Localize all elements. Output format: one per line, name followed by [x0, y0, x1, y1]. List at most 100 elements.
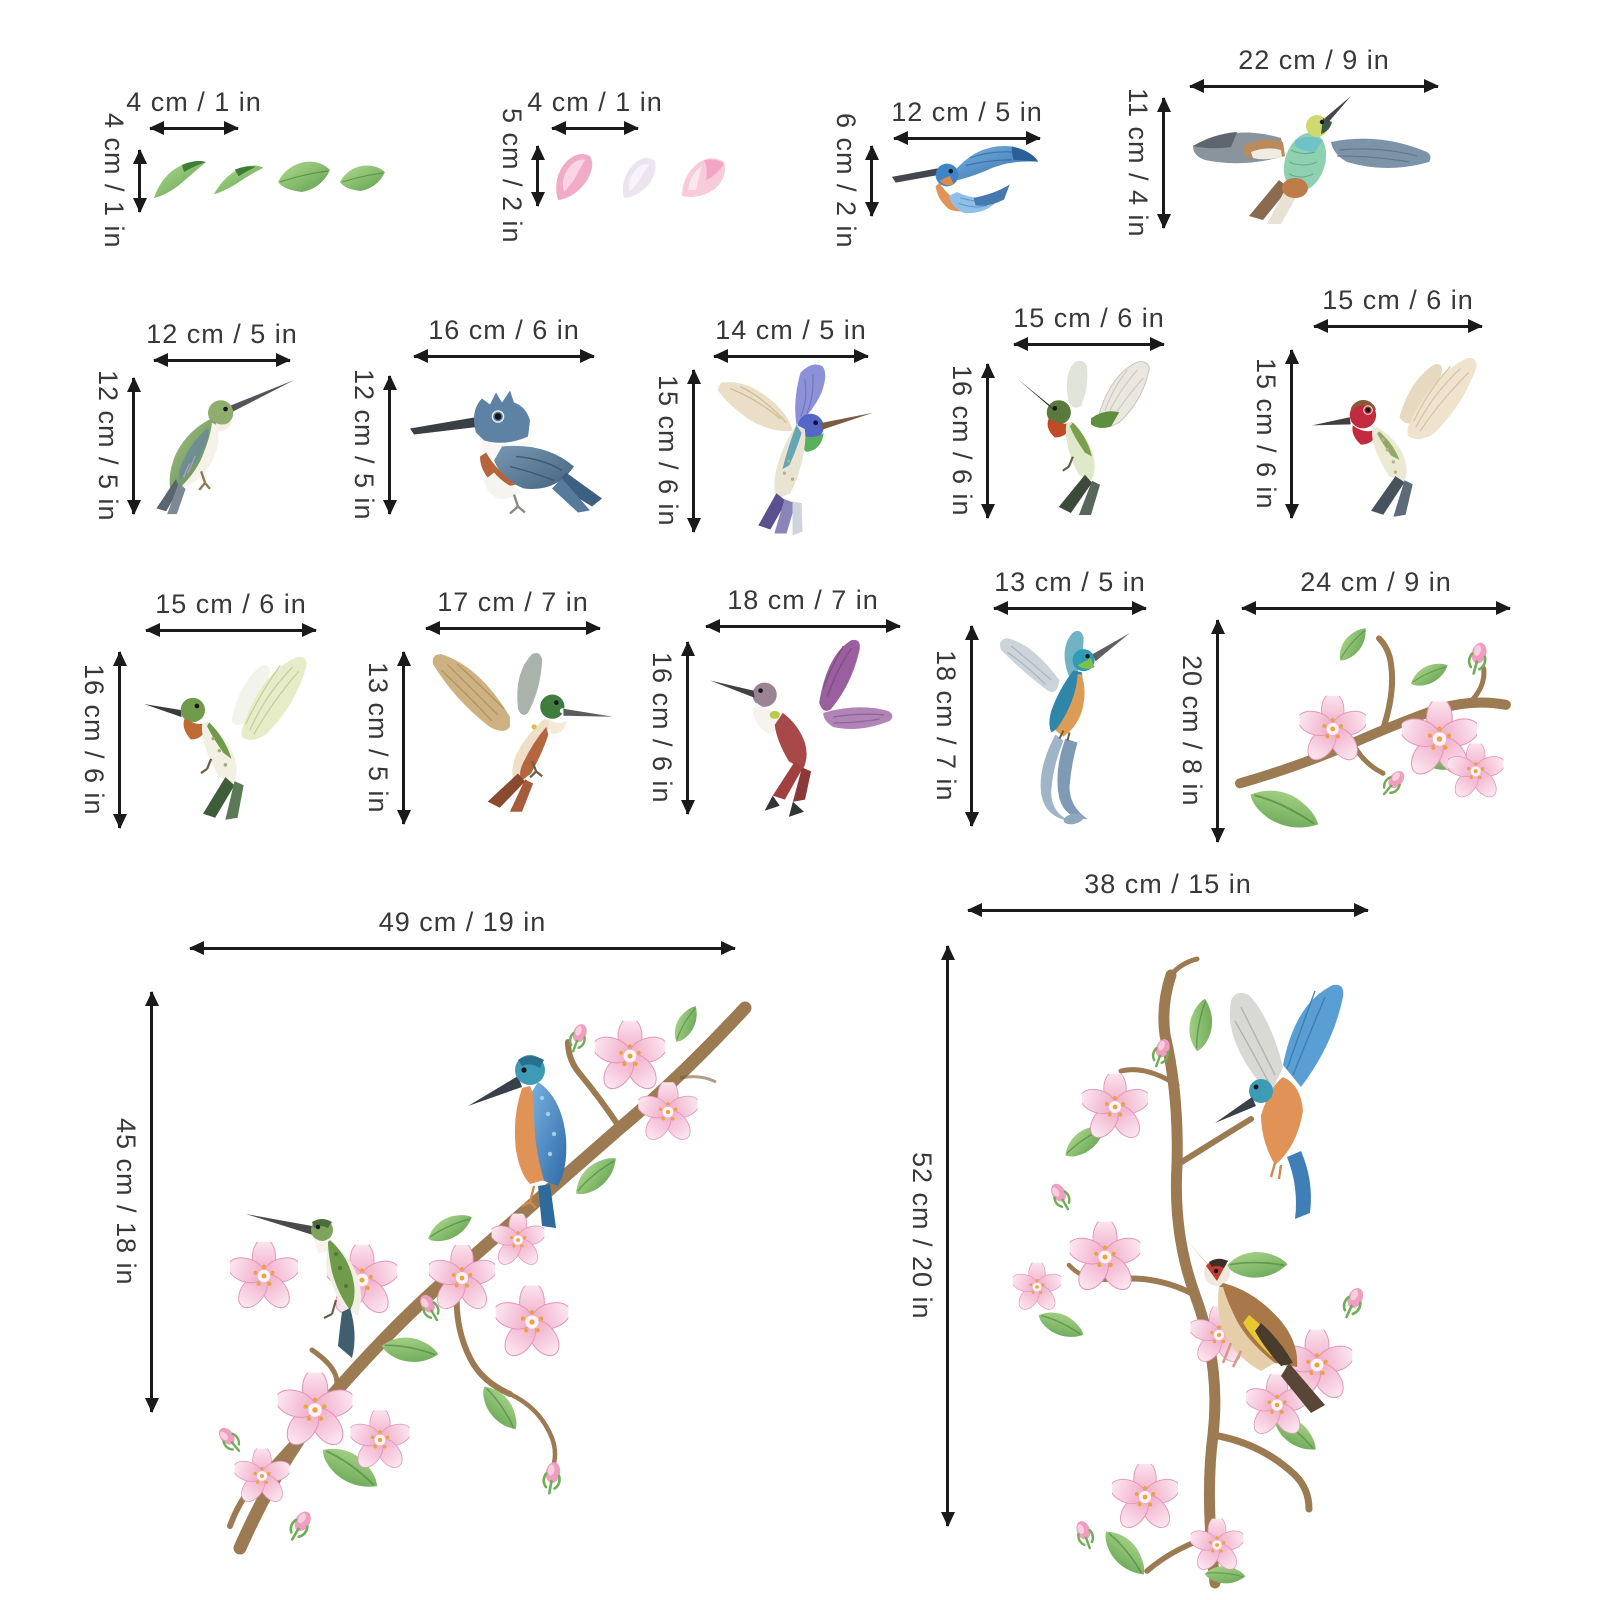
rufous-hummingbird-width-label: 17 cm / 7 in [437, 587, 589, 617]
petals-height-dimension: 5 cm / 2 in [496, 108, 539, 244]
width-arrow [706, 624, 900, 628]
ruby-hummingbird-width-label: 15 cm / 6 in [1013, 303, 1165, 333]
rufous-hummingbird-height-dimension: 13 cm / 5 in [362, 652, 405, 824]
blue-hummingbird-height-dimension: 15 cm / 6 in [652, 370, 695, 532]
height-arrow [970, 626, 973, 826]
height-arrow [150, 992, 153, 1412]
spread-hummingbird-width-label: 22 cm / 9 in [1238, 45, 1390, 75]
purple-hummingbird-width-dimension: 18 cm / 7 in [706, 585, 900, 628]
width-arrow [894, 136, 1040, 140]
belted-kingfisher-height-label: 12 cm / 5 in [349, 369, 379, 521]
width-arrow [1242, 606, 1510, 610]
perched-hummingbird [246, 1214, 398, 1358]
perched-kingfisher [468, 1055, 567, 1228]
perched-hummingbird-width-dimension: 12 cm / 5 in [146, 319, 297, 362]
purple-hummingbird-illustration [710, 639, 893, 817]
branch-left-height-dimension: 45 cm / 18 in [110, 992, 153, 1412]
leaves-height-dimension: 4 cm / 1 in [98, 113, 141, 249]
leaves-width-dimension: 4 cm / 1 in [126, 87, 261, 130]
branch-right-width-dimension: 38 cm / 15 in [968, 869, 1368, 912]
green-orange-hummingbird-illustration [144, 656, 307, 820]
belted-kingfisher-width-label: 16 cm / 6 in [428, 315, 580, 345]
ruby-throated-hummingbird-illustration [1016, 360, 1150, 515]
width-arrow [154, 358, 290, 362]
annas-hummingbird-width-label: 15 cm / 6 in [1322, 285, 1474, 315]
perched-hummingbird-height-dimension: 12 cm / 5 in [92, 370, 135, 522]
height-arrow [1216, 620, 1219, 842]
height-arrow [1162, 98, 1165, 228]
blossom-branch-width-label: 24 cm / 9 in [1300, 567, 1452, 597]
kingfisher-width-label: 12 cm / 5 in [891, 97, 1043, 127]
width-arrow [414, 354, 594, 358]
spread-hummingbird-width-dimension: 22 cm / 9 in [1190, 45, 1438, 88]
width-arrow [1014, 342, 1164, 346]
width-arrow [968, 908, 1368, 912]
height-arrow [402, 652, 405, 824]
hummingbird-wings-spread-illustration [1193, 96, 1431, 224]
longtail-hummingbird-width-label: 13 cm / 5 in [994, 567, 1146, 597]
width-arrow [150, 126, 238, 130]
blossom-branch-width-dimension: 24 cm / 9 in [1242, 567, 1510, 610]
belted-kingfisher-illustration [410, 390, 602, 515]
width-arrow [714, 354, 868, 358]
branch-left-height-label: 45 cm / 18 in [111, 1118, 141, 1286]
green-hummingbird-width-label: 15 cm / 6 in [155, 589, 307, 619]
width-arrow [552, 126, 638, 130]
blue-hummingbird-height-label: 15 cm / 6 in [653, 375, 683, 527]
perched-hummingbird-width-label: 12 cm / 5 in [146, 319, 298, 349]
flying-kingfisher [1215, 984, 1344, 1219]
belted-kingfisher-width-dimension: 16 cm / 6 in [414, 315, 594, 358]
purple-hummingbird-height-dimension: 16 cm / 6 in [646, 642, 689, 814]
spread-hummingbird-height-dimension: 11 cm / 4 in [1122, 88, 1165, 238]
rufous-hummingbird-illustration [432, 652, 613, 812]
flying-kingfisher-illustration [891, 146, 1039, 214]
kingfisher-height-label: 6 cm / 2 in [831, 113, 861, 249]
width-arrow [1314, 324, 1482, 328]
rufous-hummingbird-height-label: 13 cm / 5 in [363, 662, 393, 814]
height-arrow [1290, 350, 1293, 518]
width-arrow [1190, 84, 1438, 88]
branch-right-height-label: 52 cm / 20 in [907, 1152, 937, 1320]
branch-with-kingfisher-and-hummingbird-illustration [214, 1001, 752, 1555]
ruby-hummingbird-height-dimension: 16 cm / 6 in [946, 364, 989, 518]
perched-hummingbird-illustration [156, 379, 295, 515]
branch-right-height-dimension: 52 cm / 20 in [906, 946, 949, 1526]
blossom-branch-illustration [1235, 623, 1511, 845]
height-arrow [946, 946, 949, 1526]
ruby-hummingbird-width-dimension: 15 cm / 6 in [1013, 303, 1165, 346]
height-arrow [686, 642, 689, 814]
width-arrow [146, 628, 316, 632]
ruby-hummingbird-height-label: 16 cm / 6 in [947, 365, 977, 517]
green-hummingbird-height-dimension: 16 cm / 6 in [78, 652, 121, 828]
rufous-hummingbird-width-dimension: 17 cm / 7 in [426, 587, 600, 630]
longtail-hummingbird-height-label: 18 cm / 7 in [931, 650, 961, 802]
leaves-width-label: 4 cm / 1 in [126, 87, 262, 117]
kingfisher-height-dimension: 6 cm / 2 in [830, 113, 873, 249]
branch-with-kingfisher-and-goldfinch-illustration [1012, 956, 1369, 1590]
long-tailed-teal-hummingbird-illustration [1000, 630, 1130, 825]
height-arrow [132, 378, 135, 514]
annas-hummingbird-height-label: 15 cm / 6 in [1251, 358, 1281, 510]
blue-hummingbird-width-dimension: 14 cm / 5 in [714, 315, 868, 358]
belted-kingfisher-height-dimension: 12 cm / 5 in [348, 369, 391, 521]
branch-left-width-dimension: 49 cm / 19 in [190, 907, 735, 950]
annas-hummingbird-illustration [1312, 357, 1477, 517]
purple-hummingbird-width-label: 18 cm / 7 in [727, 585, 879, 615]
leaves-height-label: 4 cm / 1 in [99, 113, 129, 249]
petals-width-dimension: 4 cm / 1 in [527, 87, 662, 130]
hovering-hummingbird-blue-illustration [718, 364, 873, 536]
width-arrow [426, 626, 600, 630]
height-arrow [870, 146, 873, 216]
width-arrow [994, 606, 1146, 610]
blossom-branch-height-dimension: 20 cm / 8 in [1176, 620, 1219, 842]
green-hummingbird-height-label: 16 cm / 6 in [79, 664, 109, 816]
branch-left-width-label: 49 cm / 19 in [378, 907, 547, 937]
longtail-hummingbird-height-dimension: 18 cm / 7 in [930, 626, 973, 826]
petals-width-label: 4 cm / 1 in [527, 87, 663, 117]
spread-hummingbird-height-label: 11 cm / 4 in [1123, 88, 1153, 238]
purple-hummingbird-height-label: 16 cm / 6 in [647, 652, 677, 804]
height-arrow [138, 150, 141, 212]
green-leaves-illustration [154, 161, 385, 198]
pink-petals-illustration [556, 154, 725, 200]
